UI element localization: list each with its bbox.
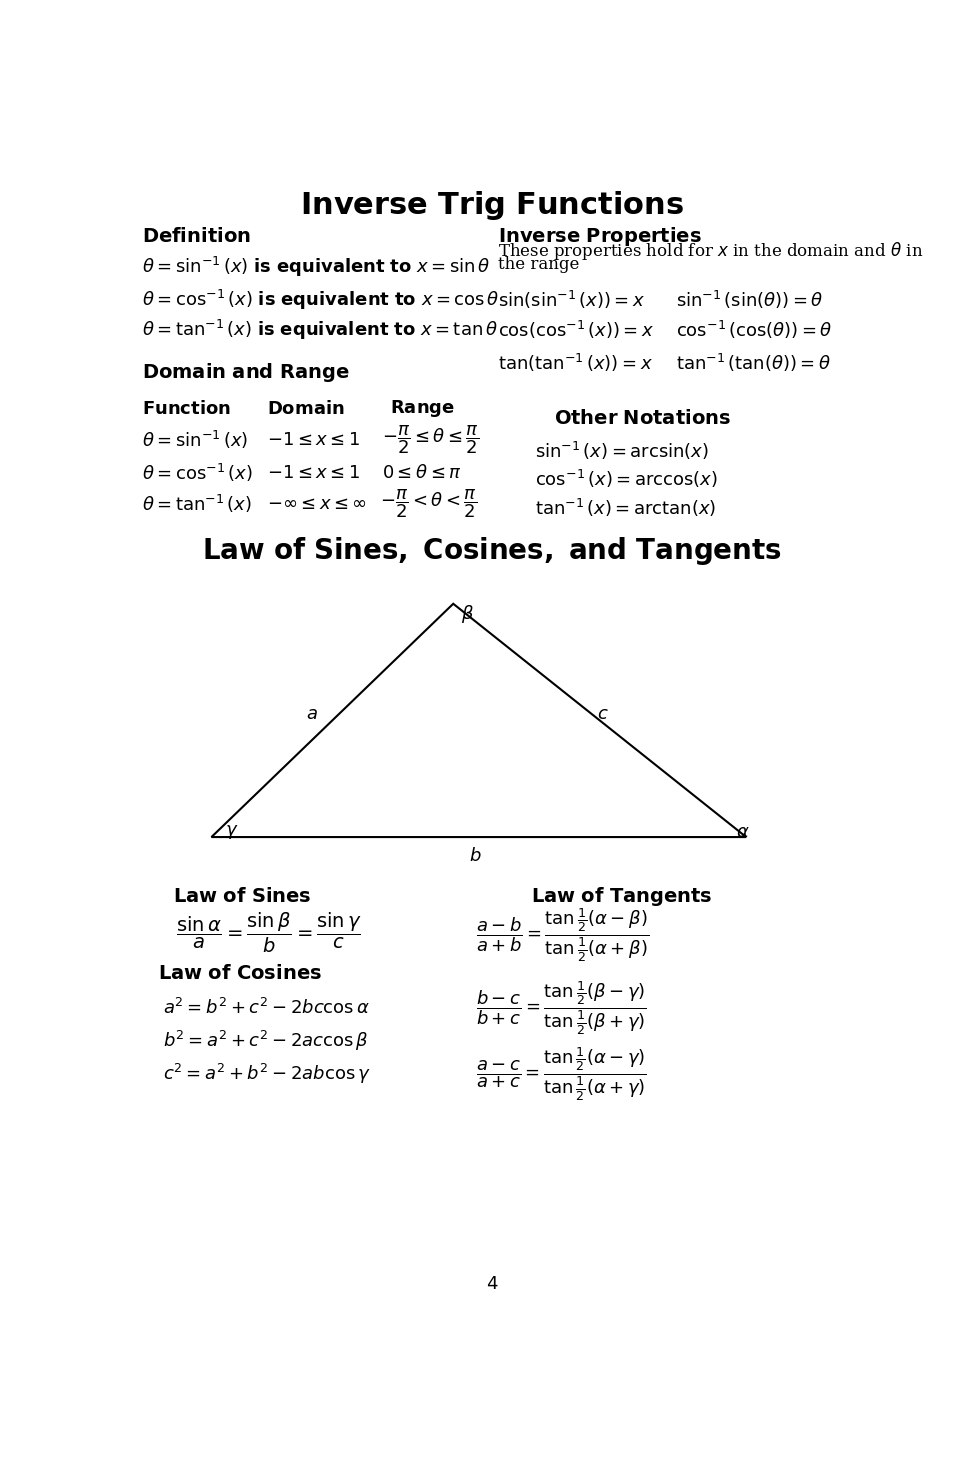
Text: $\bf{Law\ of\ Sines,\ Cosines,\ and\ Tangents}$: $\bf{Law\ of\ Sines,\ Cosines,\ and\ Tan… [202,535,782,567]
Text: $\sin(\sin^{-1}(x)) = x$: $\sin(\sin^{-1}(x)) = x$ [498,288,645,310]
Text: $-\dfrac{\pi}{2} \leq \theta \leq \dfrac{\pi}{2}$: $-\dfrac{\pi}{2} \leq \theta \leq \dfrac… [382,423,479,456]
Text: $c$: $c$ [596,704,609,723]
Text: $\bf{Domain\ and\ Range}$: $\bf{Domain\ and\ Range}$ [142,362,349,384]
Text: $\theta = \cos^{-1}(x)$ $\bf{is\ equivalent\ to}$ $x = \cos\theta$: $\theta = \cos^{-1}(x)$ $\bf{is\ equival… [142,288,499,312]
Text: $\bf{Law\ of\ Cosines}$: $\bf{Law\ of\ Cosines}$ [158,964,322,983]
Text: $\theta = \cos^{-1}(x)$: $\theta = \cos^{-1}(x)$ [142,462,252,484]
Text: $\cos(\cos^{-1}(x)) = x$: $\cos(\cos^{-1}(x)) = x$ [498,319,655,341]
Text: $\bf{Inverse\ Properties}$: $\bf{Inverse\ Properties}$ [498,225,702,248]
Text: $\gamma$: $\gamma$ [225,823,238,841]
Text: $\bf{Law\ of\ Sines}$: $\bf{Law\ of\ Sines}$ [173,886,312,906]
Text: $0 \leq \theta \leq \pi$: $0 \leq \theta \leq \pi$ [382,465,462,482]
Text: $\dfrac{b-c}{b+c} = \dfrac{\tan\frac{1}{2}(\beta-\gamma)}{\tan\frac{1}{2}(\beta+: $\dfrac{b-c}{b+c} = \dfrac{\tan\frac{1}{… [476,979,647,1036]
Text: $b$: $b$ [468,847,481,864]
Text: $c^2 = a^2 + b^2 - 2ab\cos\gamma$: $c^2 = a^2 + b^2 - 2ab\cos\gamma$ [162,1063,371,1086]
Text: $b^2 = a^2 + c^2 - 2ac\cos\beta$: $b^2 = a^2 + c^2 - 2ac\cos\beta$ [162,1029,369,1053]
Text: $\sin^{-1}(\sin(\theta)) = \theta$: $\sin^{-1}(\sin(\theta)) = \theta$ [677,288,824,310]
Text: $\theta = \sin^{-1}(x)$ $\bf{is\ equivalent\ to}$ $x = \sin\theta$: $\theta = \sin^{-1}(x)$ $\bf{is\ equival… [142,256,491,279]
Text: $-\dfrac{\pi}{2} < \theta < \dfrac{\pi}{2}$: $-\dfrac{\pi}{2} < \theta < \dfrac{\pi}{… [379,488,477,520]
Text: $-1 \leq x \leq 1$: $-1 \leq x \leq 1$ [267,431,360,448]
Text: $\bf{Other\ Notations}$: $\bf{Other\ Notations}$ [554,410,732,428]
Text: $\bf{Function}$: $\bf{Function}$ [142,400,230,417]
Text: $\theta = \tan^{-1}(x)$: $\theta = \tan^{-1}(x)$ [142,492,252,514]
Text: $\bf{Range}$: $\bf{Range}$ [390,398,455,419]
Text: $a$: $a$ [306,704,318,723]
Text: $\dfrac{a-b}{a+b} = \dfrac{\tan\frac{1}{2}(\alpha-\beta)}{\tan\frac{1}{2}(\alpha: $\dfrac{a-b}{a+b} = \dfrac{\tan\frac{1}{… [476,906,650,963]
Text: $\bf{Definition}$: $\bf{Definition}$ [142,226,251,245]
Text: $\cos^{-1}(x) = \arccos(x)$: $\cos^{-1}(x) = \arccos(x)$ [535,467,718,490]
Text: $-1 \leq x \leq 1$: $-1 \leq x \leq 1$ [267,465,360,482]
Text: $\cos^{-1}(\cos(\theta)) = \theta$: $\cos^{-1}(\cos(\theta)) = \theta$ [677,319,833,341]
Text: $\theta = \sin^{-1}(x)$: $\theta = \sin^{-1}(x)$ [142,429,248,451]
Text: $\dfrac{a-c}{a+c} = \dfrac{\tan\frac{1}{2}(\alpha-\gamma)}{\tan\frac{1}{2}(\alph: $\dfrac{a-c}{a+c} = \dfrac{\tan\frac{1}{… [476,1045,647,1102]
Text: $\bf{Inverse\ Trig\ Functions}$: $\bf{Inverse\ Trig\ Functions}$ [300,190,684,222]
Text: $-\infty \leq x \leq \infty$: $-\infty \leq x \leq \infty$ [267,494,368,513]
Text: the range: the range [498,256,580,273]
Text: $\sin^{-1}(x) = \arcsin(x)$: $\sin^{-1}(x) = \arcsin(x)$ [535,440,708,462]
Text: $\tan^{-1}(x) = \arctan(x)$: $\tan^{-1}(x) = \arctan(x)$ [535,497,716,519]
Text: $\tan(\tan^{-1}(x)) = x$: $\tan(\tan^{-1}(x)) = x$ [498,351,653,373]
Text: $\bf{Domain}$: $\bf{Domain}$ [267,400,345,417]
Text: These properties hold for $x$ in the domain and $\theta$ in: These properties hold for $x$ in the dom… [498,240,924,262]
Text: $a^2 = b^2 + c^2 - 2bc\cos\alpha$: $a^2 = b^2 + c^2 - 2bc\cos\alpha$ [162,998,370,1019]
Text: $\theta = \tan^{-1}(x)$ $\bf{is\ equivalent\ to}$ $x = \tan\theta$: $\theta = \tan^{-1}(x)$ $\bf{is\ equival… [142,319,497,343]
Text: $\dfrac{\sin\alpha}{a} = \dfrac{\sin\beta}{b} = \dfrac{\sin\gamma}{c}$: $\dfrac{\sin\alpha}{a} = \dfrac{\sin\bet… [176,910,362,954]
Text: $\beta$: $\beta$ [461,603,474,625]
Text: $\tan^{-1}(\tan(\theta)) = \theta$: $\tan^{-1}(\tan(\theta)) = \theta$ [677,351,831,373]
Text: $\alpha$: $\alpha$ [736,823,750,841]
Text: $4$: $4$ [486,1274,498,1292]
Text: $\bf{Law\ of\ Tangents}$: $\bf{Law\ of\ Tangents}$ [532,885,713,908]
